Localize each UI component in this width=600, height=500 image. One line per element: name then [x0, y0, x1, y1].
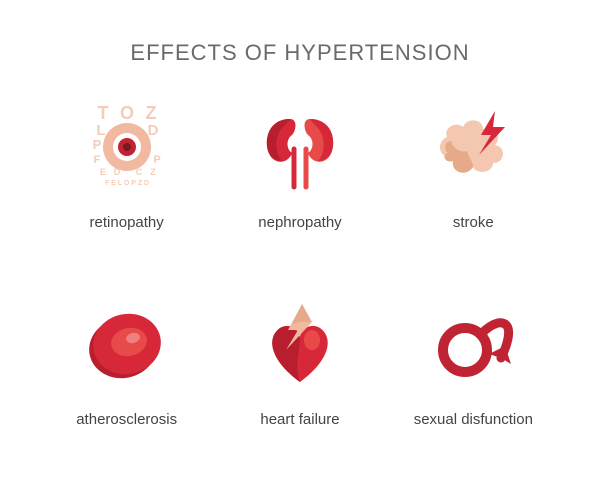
svg-text:P: P	[92, 137, 101, 152]
svg-text:Z: Z	[145, 103, 156, 123]
blood-cell-icon	[72, 293, 182, 403]
eye-chart-icon: T O Z L D P F P E D C Z F E L O P Z D	[72, 96, 182, 206]
svg-text:T: T	[97, 103, 108, 123]
label-retinopathy: retinopathy	[90, 214, 164, 231]
label-atherosclerosis: atherosclerosis	[76, 411, 177, 428]
svg-text:F: F	[93, 154, 100, 166]
svg-text:E: E	[100, 167, 106, 177]
cell-atherosclerosis: atherosclerosis	[50, 293, 203, 460]
infographic-container: EFFECTS OF HYPERTENSION T O Z L D P F P	[0, 0, 600, 500]
cell-sexual-disfunction: sexual disfunction	[397, 293, 550, 460]
svg-text:F E L O P Z D: F E L O P Z D	[105, 180, 149, 187]
brain-bolt-icon	[418, 96, 528, 206]
cell-heart-failure: heart failure	[223, 293, 376, 460]
kidneys-icon	[245, 96, 355, 206]
label-stroke: stroke	[453, 214, 494, 231]
label-sexual-disfunction: sexual disfunction	[414, 411, 533, 428]
label-nephropathy: nephropathy	[258, 214, 341, 231]
cell-retinopathy: T O Z L D P F P E D C Z F E L O P Z D	[50, 96, 203, 263]
heart-bolt-icon	[245, 293, 355, 403]
svg-text:O: O	[120, 103, 134, 123]
label-heart-failure: heart failure	[260, 411, 339, 428]
effects-grid: T O Z L D P F P E D C Z F E L O P Z D	[50, 96, 550, 460]
male-symbol-down-icon	[418, 293, 528, 403]
svg-text:Z: Z	[150, 167, 156, 177]
svg-text:D: D	[147, 122, 158, 139]
cell-stroke: stroke	[397, 96, 550, 263]
page-title: EFFECTS OF HYPERTENSION	[130, 40, 469, 66]
svg-text:P: P	[153, 154, 160, 166]
cell-nephropathy: nephropathy	[223, 96, 376, 263]
